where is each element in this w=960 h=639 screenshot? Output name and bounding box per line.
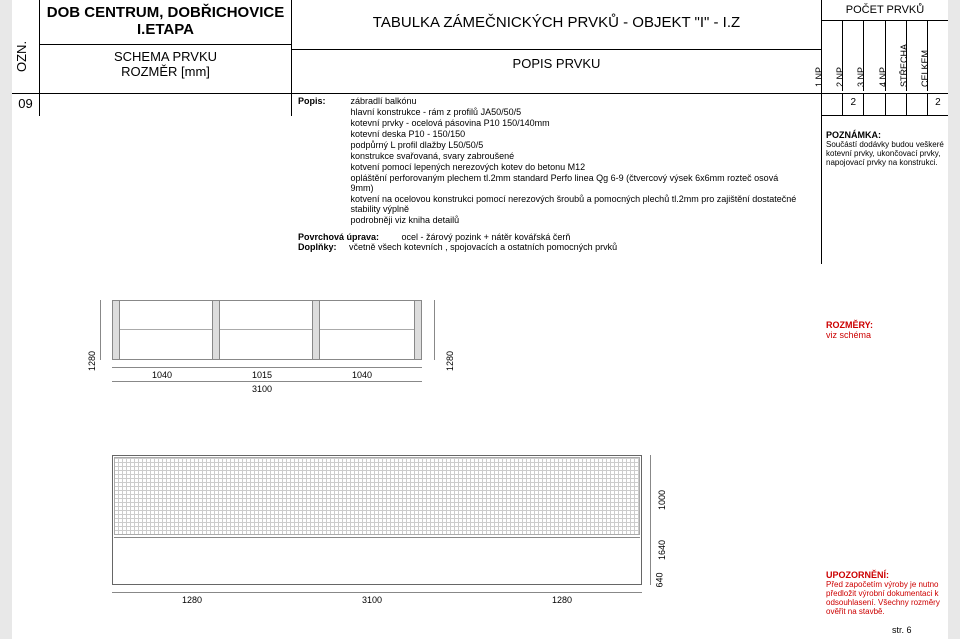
popis-line: hlavní konstrukce - rám z profilů JA50/5… <box>351 107 801 117</box>
count-col-celkem: CELKEM <box>927 21 948 91</box>
popis-line: kotevní prvky - ocelová pásovina P10 150… <box>351 118 801 128</box>
dim-line <box>112 381 422 382</box>
popis-line: podrobněji viz kniha detailů <box>351 215 801 225</box>
dim-value: 1015 <box>252 370 272 380</box>
dim-value: 1040 <box>152 370 172 380</box>
dim-value: 640 <box>655 572 665 587</box>
schematic-plan: 1280 1280 1040 1015 1040 3100 <box>52 270 452 420</box>
row-counts: 2 2 <box>822 94 948 116</box>
project-title-line1: DOB CENTRUM, DOBŘICHOVICE <box>40 4 291 21</box>
poznamka-note: POZNÁMKA: Součástí dodávky budou veškeré… <box>826 130 948 167</box>
project-title-line2: I.ETAPA <box>40 21 291 38</box>
surface-label: Povrchová úprava: <box>298 232 379 242</box>
perforated-panel <box>114 457 640 535</box>
project-column: DOB CENTRUM, DOBŘICHOVICE I.ETAPA SCHEMA… <box>40 0 292 94</box>
project-title: DOB CENTRUM, DOBŘICHOVICE I.ETAPA <box>40 0 291 38</box>
count-4np <box>885 94 906 115</box>
popis-line: podpůrný L profil dlažby L50/50/5 <box>351 140 801 150</box>
plan-post <box>112 300 120 360</box>
schematic-elevation: 1280 3100 1280 1000 1640 640 <box>52 445 672 620</box>
popis-line: kotvení na ocelovou konstrukci pomocí ne… <box>351 194 801 214</box>
addons-text: včetně všech kotevních , spojovacích a o… <box>349 242 617 252</box>
dim-line <box>112 592 642 593</box>
dim-value: 3100 <box>252 384 272 394</box>
dim-line <box>650 455 651 585</box>
document-title: TABULKA ZÁMEČNICKÝCH PRVKŮ - OBJEKT "I" … <box>292 0 821 31</box>
ozn-column-header: OZN. <box>12 0 40 94</box>
popis-label: Popis: <box>298 96 348 106</box>
plan-post <box>212 300 220 360</box>
elevation-rail <box>114 537 640 583</box>
popis-line: kotevní deska P10 - 150/150 <box>351 129 801 139</box>
plan-outline <box>112 300 422 360</box>
count-2np: 2 <box>842 94 863 115</box>
page-number: str. 6 <box>892 625 912 635</box>
page: OZN. DOB CENTRUM, DOBŘICHOVICE I.ETAPA S… <box>12 0 948 639</box>
row-popis: Popis: zábradlí balkónu hlavní konstrukc… <box>292 94 822 264</box>
upozorneni-note: UPOZORNĚNÍ: Před započetím výroby je nut… <box>826 570 948 616</box>
rozmery-title: ROZMĚRY: <box>826 320 873 330</box>
popis-line: konstrukce svařovaná, svary zabroušené <box>351 151 801 161</box>
popis-header: POPIS PRVKU <box>292 49 821 71</box>
dim-line <box>100 300 101 360</box>
ozn-label: OZN. <box>14 41 29 72</box>
count-strecha <box>906 94 927 115</box>
popis-line: zábradlí balkónu <box>351 96 801 106</box>
popis-line: opláštění perforovaným plechem tl.2mm st… <box>351 173 801 193</box>
popis-text: zábradlí balkónu hlavní konstrukce - rám… <box>351 96 801 226</box>
dim-line <box>434 300 435 360</box>
count-celkem: 2 <box>927 94 948 115</box>
poznamka-text: Součástí dodávky budou veškeré kotevní p… <box>826 140 948 167</box>
plan-post <box>312 300 320 360</box>
plan-post <box>414 300 422 360</box>
poznamka-title: POZNÁMKA: <box>826 130 948 140</box>
dim-value: 1280 <box>552 595 572 605</box>
schema-label: SCHEMA PRVKU <box>40 49 291 64</box>
schema-header: SCHEMA PRVKU ROZMĚR [mm] <box>40 44 291 79</box>
dim-value: 1280 <box>182 595 202 605</box>
dim-value: 1640 <box>657 540 667 560</box>
count-title: POČET PRVKŮ <box>822 0 948 21</box>
row-ozn: 09 <box>12 94 40 116</box>
count-header-cells: 1.NP 2.NP 3.NP 4.NP STŘECHA CELKEM <box>822 21 948 91</box>
count-column: POČET PRVKŮ 1.NP 2.NP 3.NP 4.NP STŘECHA … <box>822 0 948 94</box>
addons-row: Doplňky: včetně všech kotevních , spojov… <box>298 242 815 252</box>
title-column: TABULKA ZÁMEČNICKÝCH PRVKŮ - OBJEKT "I" … <box>292 0 822 94</box>
header: OZN. DOB CENTRUM, DOBŘICHOVICE I.ETAPA S… <box>12 0 948 94</box>
count-3np <box>863 94 884 115</box>
upozorneni-title: UPOZORNĚNÍ: <box>826 570 948 580</box>
dim-value: 1000 <box>657 490 667 510</box>
rozmery-text: viz schéma <box>826 330 873 340</box>
surface-row: Povrchová úprava: ocel - žárový pozink +… <box>298 232 815 242</box>
upozorneni-text: Před započetím výroby je nutno předložit… <box>826 580 948 616</box>
dim-line <box>112 367 422 368</box>
dim-value: 3100 <box>362 595 382 605</box>
popis-line: kotvení pomocí lepených nerezových kotev… <box>351 162 801 172</box>
rozmery-note: ROZMĚRY: viz schéma <box>826 320 873 340</box>
dim-value: 1040 <box>352 370 372 380</box>
dim-value: 1280 <box>87 351 97 371</box>
rozmer-label: ROZMĚR [mm] <box>40 64 291 79</box>
dim-value: 1280 <box>445 351 455 371</box>
addons-label: Doplňky: <box>298 242 337 252</box>
surface-text: ocel - žárový pozink + nátěr kovářská če… <box>402 232 571 242</box>
count-1np <box>822 94 842 115</box>
row-schema-cell <box>40 94 292 116</box>
